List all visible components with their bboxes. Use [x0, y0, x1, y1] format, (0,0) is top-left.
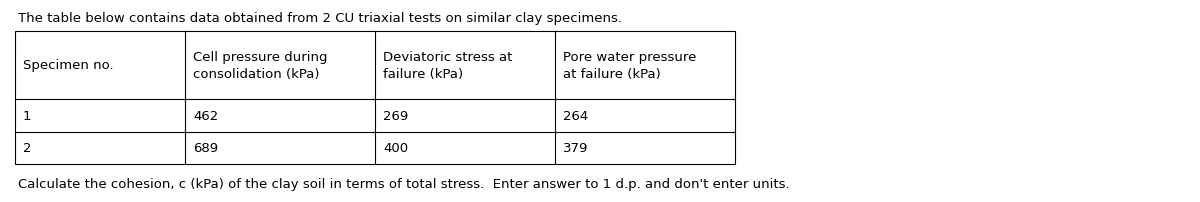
Text: 2: 2 [23, 142, 31, 155]
Text: 264: 264 [563, 109, 588, 122]
Text: 689: 689 [193, 142, 218, 155]
Text: 462: 462 [193, 109, 218, 122]
Text: Specimen no.: Specimen no. [23, 59, 114, 72]
Text: Calculate the cohesion, c (kPa) of the clay soil in terms of total stress.  Ente: Calculate the cohesion, c (kPa) of the c… [18, 177, 790, 190]
Text: 379: 379 [563, 142, 588, 155]
Text: 1: 1 [23, 109, 31, 122]
Text: 269: 269 [383, 109, 408, 122]
Text: Cell pressure during
consolidation (kPa): Cell pressure during consolidation (kPa) [193, 51, 328, 80]
Text: The table below contains data obtained from 2 CU triaxial tests on similar clay : The table below contains data obtained f… [18, 12, 622, 25]
Bar [14, 32, 734, 164]
Text: Deviatoric stress at
failure (kPa): Deviatoric stress at failure (kPa) [383, 51, 512, 80]
Text: 400: 400 [383, 142, 408, 155]
Text: Pore water pressure
at failure (kPa): Pore water pressure at failure (kPa) [563, 51, 696, 80]
